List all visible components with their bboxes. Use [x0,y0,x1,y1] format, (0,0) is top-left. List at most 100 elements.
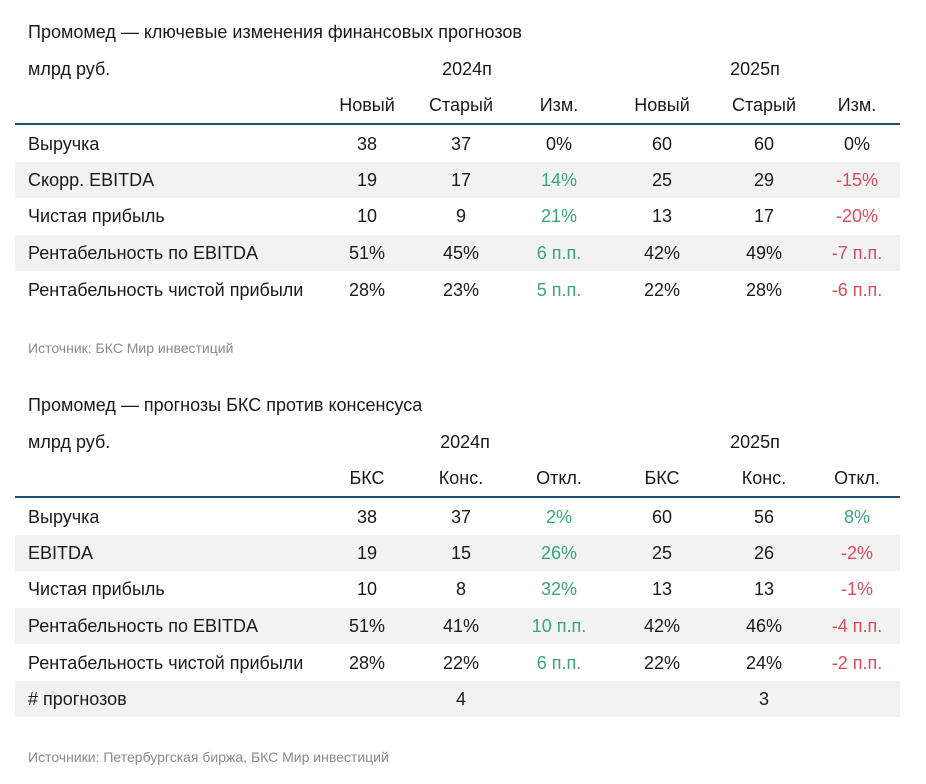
cell-change: -7 п.п. [831,242,883,263]
cell-change: 14% [540,169,578,190]
table2-header-bcs-2024: БКС [349,467,385,488]
table2-unit: млрд руб. [28,432,111,452]
cell-change: 0% [843,133,870,154]
cell-value: 26 [753,542,775,563]
cell-value: 22% [643,279,681,300]
table1-header-rule [15,123,900,125]
table-row: # прогнозов 4 3 [15,681,900,717]
cell-value: 4 [455,688,466,709]
table-row: Скорр. EBITDA 19 17 14% 25 29 -15% [15,162,900,198]
table1-year-2025: 2025п [730,59,780,79]
cell-value: 60 [651,133,673,154]
cell-change: -6 п.п. [831,279,883,300]
cell-value: 51% [348,242,386,263]
cell-change: 2% [545,506,572,527]
table-row: Рентабельность по EBITDA 51% 45% 6 п.п. … [15,235,900,271]
table1-source: Источник: БКС Мир инвестиций [28,340,234,356]
cell-value: 38 [356,506,378,527]
cell-value: 29 [753,169,775,190]
cell-change: 6 п.п. [536,242,582,263]
cell-value: 28% [348,652,386,673]
table1-header-row: Новый Старый Изм. Новый Старый Изм. [15,88,900,122]
row-label: EBITDA [28,542,94,563]
cell-change [509,681,609,717]
table2-header-deviation-2025: Откл. [834,467,880,488]
cell-change: 8% [843,506,870,527]
row-label: Рентабельность по EBITDA [28,242,258,263]
table2-year-2025: 2025п [730,432,780,452]
cell-change: -2% [840,542,873,563]
table2-source: Источники: Петербургская биржа, БКС Мир … [28,749,389,765]
cell-value: 41% [442,615,480,636]
cell-value: 38 [356,133,378,154]
cell-change: -2 п.п. [831,652,883,673]
cell-change: 10 п.п. [531,615,587,636]
cell-value: 13 [651,205,673,226]
cell-value: 28% [745,279,783,300]
cell-change: -4 п.п. [831,615,883,636]
cell-value: 51% [348,615,386,636]
table1-year-2024: 2024п [442,59,492,79]
table-row: Рентабельность чистой прибыли 28% 23% 5 … [15,272,900,308]
table2-header-consensus-2025: Конс. [741,467,787,488]
cell-value [317,681,417,717]
cell-value: 49% [745,242,783,263]
cell-change: 32% [540,578,578,599]
table1-unit: млрд руб. [28,59,111,79]
cell-value: 17 [450,169,472,190]
table2-header-consensus-2024: Конс. [438,467,484,488]
row-label: Рентабельность по EBITDA [28,615,258,636]
cell-value: 19 [356,542,378,563]
cell-value: 10 [356,205,378,226]
cell-value: 25 [651,169,673,190]
cell-value: 42% [643,242,681,263]
cell-value: 60 [651,506,673,527]
cell-value: 24% [745,652,783,673]
cell-value: 15 [450,542,472,563]
row-label: Рентабельность чистой прибыли [28,279,304,300]
table2-header-row: БКС Конс. Откл. БКС Конс. Откл. [15,461,900,495]
row-label: Скорр. EBITDA [28,169,155,190]
table-row: Рентабельность по EBITDA 51% 41% 10 п.п.… [15,608,900,644]
row-label: Чистая прибыль [28,205,165,226]
cell-value: 56 [753,506,775,527]
cell-value: 19 [356,169,378,190]
cell-value: 25 [651,542,673,563]
cell-value: 42% [643,615,681,636]
cell-change: 21% [540,205,578,226]
table1-header-new-2024: Новый [339,94,395,115]
table-row: Выручка 38 37 0% 60 60 0% [15,126,900,162]
table1-header-old-2025: Старый [731,94,797,115]
cell-value: 3 [758,688,769,709]
cell-value: 13 [753,578,775,599]
table-row: Чистая прибыль 10 9 21% 13 17 -20% [15,198,900,234]
cell-value [612,681,712,717]
table-row: Рентабельность чистой прибыли 28% 22% 6 … [15,645,900,681]
cell-change: -20% [835,205,879,226]
table2-header-deviation-2024: Откл. [536,467,582,488]
table2-header-rule [15,496,900,498]
cell-value: 28% [348,279,386,300]
cell-value: 23% [442,279,480,300]
table1-header-change-2024: Изм. [539,94,579,115]
cell-value: 22% [643,652,681,673]
row-label: Чистая прибыль [28,578,165,599]
cell-value: 45% [442,242,480,263]
table1-header-new-2025: Новый [634,94,690,115]
cell-value: 22% [442,652,480,673]
cell-value: 37 [450,506,472,527]
cell-change: 26% [540,542,578,563]
table-row: Выручка 38 37 2% 60 56 8% [15,499,900,535]
row-label: # прогнозов [28,688,127,709]
cell-change: -1% [840,578,873,599]
cell-change [807,681,907,717]
table1-header-old-2024: Старый [428,94,494,115]
cell-value: 17 [753,205,775,226]
cell-value: 13 [651,578,673,599]
cell-change: 5 п.п. [536,279,582,300]
cell-change: 6 п.п. [536,652,582,673]
table1-header-change-2025: Изм. [837,94,877,115]
table2-year-2024: 2024п [440,432,490,452]
cell-change: -15% [835,169,879,190]
cell-change: 0% [545,133,572,154]
